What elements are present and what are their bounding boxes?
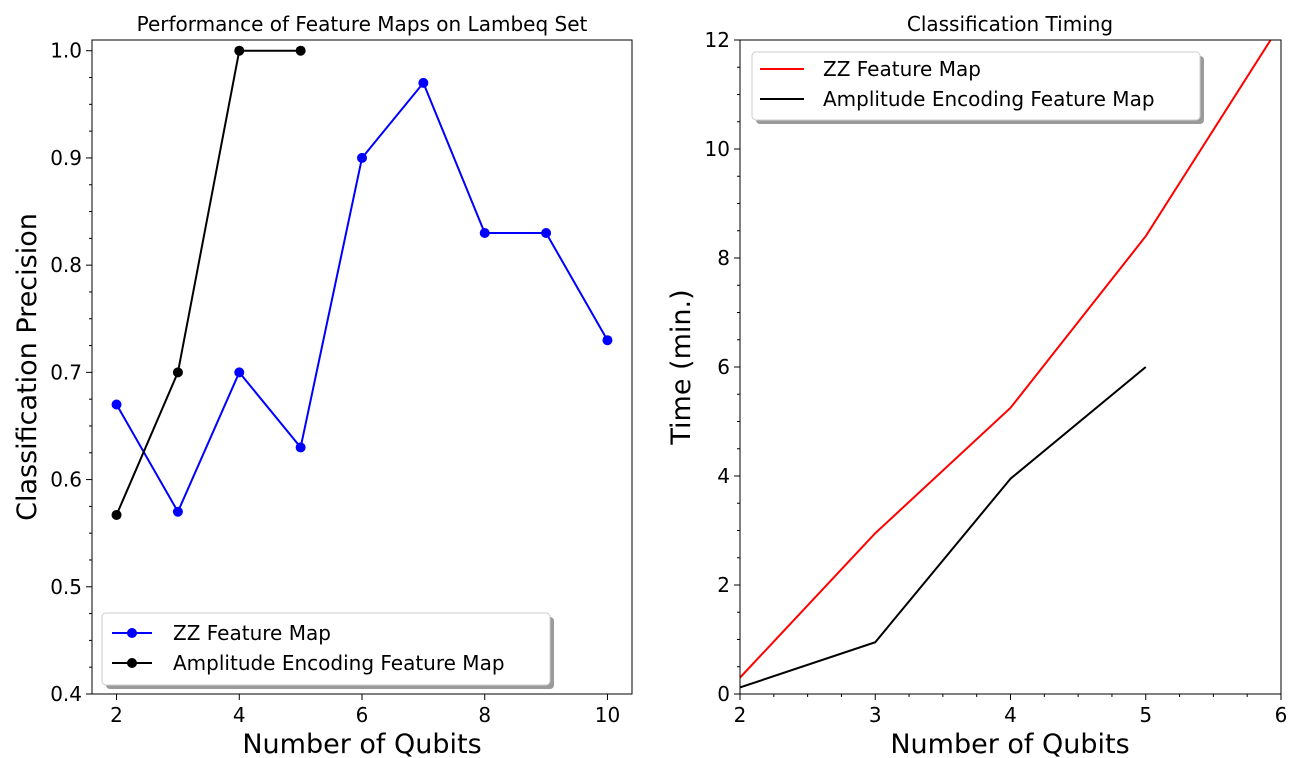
chart-precision: Performance of Feature Maps on Lambeq Se… (12, 12, 633, 758)
series-line-zz-feature-map (740, 40, 1272, 679)
x-tick-label: 3 (869, 703, 882, 727)
x-ticks: 2 3 4 5 6 (734, 694, 1288, 727)
series-lines (111, 45, 613, 520)
chart-title: Classification Timing (907, 12, 1113, 36)
data-point-amplitude-encoding-feature-map (111, 509, 122, 520)
y-tick-label: 1.0 (50, 39, 82, 63)
data-point-amplitude-encoding-feature-map (295, 45, 306, 56)
x-tick-label: 5 (1139, 703, 1152, 727)
x-tick-label: 4 (233, 703, 246, 727)
y-tick-label: 0.5 (50, 575, 82, 599)
plot-area (739, 39, 1282, 695)
series-line-zz-feature-map (115, 80, 609, 514)
x-tick-label: 6 (356, 703, 369, 727)
y-tick-label: 10 (705, 137, 730, 161)
x-tick-label: 4 (1004, 703, 1017, 727)
plot-area (91, 39, 633, 695)
x-tick-label: 2 (734, 703, 747, 727)
data-point-zz-feature-map (234, 367, 245, 378)
y-tick-label: 8 (717, 246, 730, 270)
legend-box (751, 51, 1201, 121)
y-tick-label: 4 (717, 464, 730, 488)
legend-marker-zz (127, 628, 137, 638)
x-axis-label: Number of Qubits (242, 729, 481, 758)
y-ticks: 0.4 0.5 0.6 0.7 0.8 0.9 1.0 (50, 39, 92, 706)
data-point-amplitude-encoding-feature-map (234, 45, 245, 56)
legend-marker-amplitude (127, 658, 137, 668)
data-point-zz-feature-map (541, 227, 552, 238)
data-point-zz-feature-map (111, 399, 122, 410)
y-tick-label: 0.4 (50, 682, 82, 706)
y-tick-label: 0.6 (50, 468, 82, 492)
data-point-zz-feature-map (479, 227, 490, 238)
x-tick-label: 8 (478, 703, 491, 727)
data-point-zz-feature-map (602, 335, 613, 346)
y-axis-label: Classification Precision (12, 213, 43, 521)
data-point-amplitude-encoding-feature-map (172, 367, 183, 378)
y-tick-label: 6 (717, 355, 730, 379)
x-axis-label: Number of Qubits (890, 729, 1129, 758)
legend-label-amplitude: Amplitude Encoding Feature Map (173, 651, 505, 675)
y-tick-label: 12 (705, 28, 730, 52)
y-axis-label: Time (min.) (666, 289, 697, 445)
y-tick-label: 2 (717, 573, 730, 597)
data-point-zz-feature-map (172, 506, 183, 517)
chart-title: Performance of Feature Maps on Lambeq Se… (137, 12, 588, 36)
series-line-amplitude-encoding-feature-map (740, 366, 1147, 689)
legend-label-amplitude: Amplitude Encoding Feature Map (823, 87, 1155, 111)
legend-label-zz: ZZ Feature Map (823, 57, 981, 81)
y-tick-label: 0 (717, 682, 730, 706)
y-tick-label: 0.9 (50, 146, 82, 170)
legend: ZZ Feature Map Amplitude Encoding Featur… (751, 51, 1204, 124)
data-point-zz-feature-map (357, 152, 367, 163)
x-tick-label: 2 (110, 703, 123, 727)
series-line-amplitude-encoding-feature-map (115, 49, 301, 516)
x-tick-label: 10 (595, 703, 620, 727)
data-point-zz-feature-map (295, 442, 306, 453)
legend-label-zz: ZZ Feature Map (173, 621, 331, 645)
legend: ZZ Feature Map Amplitude Encoding Featur… (101, 612, 554, 689)
legend-box (101, 612, 551, 686)
data-point-zz-feature-map (418, 77, 429, 88)
series-lines (740, 40, 1272, 689)
y-ticks: 0 2 4 6 8 10 12 (705, 28, 740, 706)
x-ticks: 2 4 6 8 10 (110, 694, 620, 727)
y-tick-label: 0.8 (50, 253, 82, 277)
x-tick-label: 6 (1275, 703, 1288, 727)
y-tick-label: 0.7 (50, 360, 82, 384)
